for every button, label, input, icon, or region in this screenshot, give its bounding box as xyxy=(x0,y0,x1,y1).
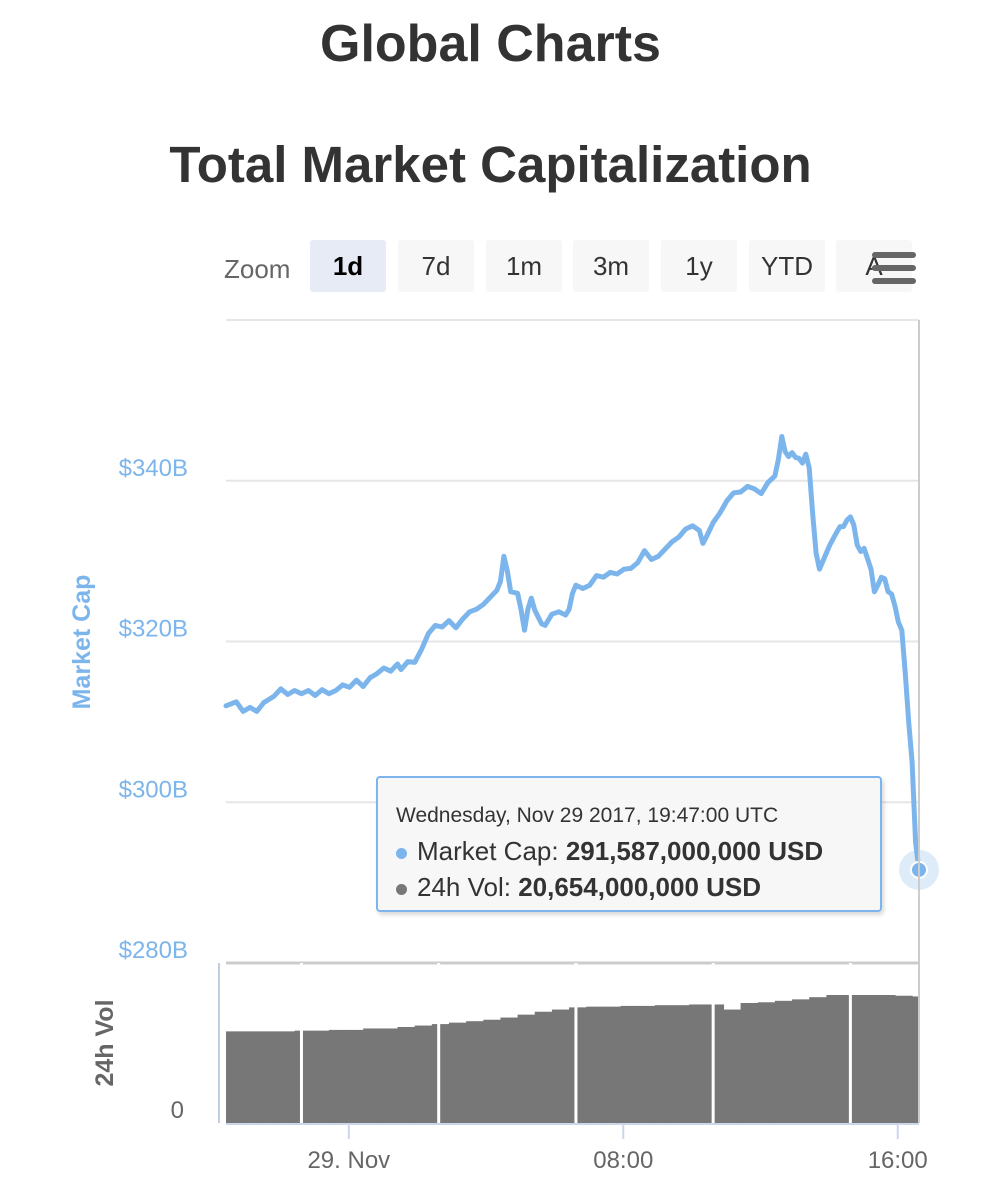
market-cap-tick-label: $300B xyxy=(119,776,188,803)
volume-tick-label: 0 xyxy=(171,1097,184,1124)
volume-bar xyxy=(706,1004,725,1123)
volume-bar xyxy=(260,1031,279,1123)
volume-bar xyxy=(534,1011,553,1123)
volume-bar xyxy=(826,995,845,1123)
volume-dot-icon xyxy=(396,883,407,895)
x-tick-label: 08:00 xyxy=(593,1147,653,1174)
volume-bar xyxy=(294,1030,313,1123)
volume-bar xyxy=(586,1006,604,1123)
tooltip-volume-value: 20,654,000,000 USD xyxy=(518,872,762,902)
market-cap-axis-title: Market Cap xyxy=(68,575,96,710)
volume-bar xyxy=(757,1002,776,1123)
volume-bar xyxy=(671,1005,690,1123)
volume-bar xyxy=(792,999,810,1123)
volume-bar xyxy=(843,995,862,1123)
tooltip-market-cap-value: 291,587,000,000 USD xyxy=(565,836,824,866)
chart-tooltip: Wednesday, Nov 29 2017, 19:47:00 UTC Mar… xyxy=(376,776,882,912)
zoom-1y-button[interactable]: 1y xyxy=(661,240,737,292)
volume-bar xyxy=(431,1024,450,1123)
volume-bar xyxy=(243,1031,261,1123)
volume-bar xyxy=(740,1003,759,1123)
volume-bar xyxy=(483,1019,502,1123)
axes: $280B $300B $320B $340B 0 29. Nov 08:00 16:00 xyxy=(119,320,928,1174)
tooltip-market-cap-row: Market Cap: 291,587,000,000 USD xyxy=(396,836,823,867)
volume-bar xyxy=(654,1005,673,1123)
market-cap-line xyxy=(223,434,922,873)
zoom-1m-button[interactable]: 1m xyxy=(486,240,562,292)
volume-bar xyxy=(551,1009,570,1123)
zoom-7d-button[interactable]: 7d xyxy=(398,240,474,292)
market-cap-tick-label: $280B xyxy=(119,937,188,964)
volume-axis-title: 24h Vol xyxy=(91,999,119,1086)
zoom-label: Zoom xyxy=(224,254,291,284)
volume-bar xyxy=(809,997,827,1123)
volume-bar xyxy=(448,1022,467,1123)
volume-bar xyxy=(689,1004,707,1123)
tooltip-volume-label: 24h Vol: xyxy=(417,872,519,902)
volume-bar xyxy=(328,1029,347,1123)
market-cap-dot-icon xyxy=(396,847,407,859)
volume-bar xyxy=(311,1030,330,1123)
volume-bar xyxy=(466,1021,484,1123)
chart-title: Total Market Capitalization xyxy=(169,136,812,193)
volume-bar xyxy=(894,995,913,1123)
tooltip-date: Wednesday, Nov 29 2017, 19:47:00 UTC xyxy=(396,804,779,827)
volume-bar xyxy=(226,1031,244,1123)
volume-bar xyxy=(774,1000,793,1123)
tooltip-volume-row: 24h Vol: 20,654,000,000 USD xyxy=(396,872,761,903)
zoom-3m-button[interactable]: 3m xyxy=(573,240,649,292)
hamburger-menu-icon[interactable] xyxy=(872,252,916,284)
volume-bar xyxy=(414,1025,433,1123)
volume-bar xyxy=(860,995,879,1123)
volume-bar xyxy=(397,1027,416,1123)
volume-bar xyxy=(723,1009,742,1123)
volume-bar xyxy=(912,996,920,1123)
zoom-1d-button[interactable]: 1d xyxy=(310,240,386,292)
volume-bar xyxy=(346,1029,364,1123)
volume-bar xyxy=(277,1031,296,1123)
volume-bar xyxy=(517,1014,536,1123)
x-tick-label: 16:00 xyxy=(868,1147,928,1174)
volume-series xyxy=(226,963,920,1123)
volume-bar xyxy=(380,1028,399,1123)
market-cap-tick-label: $320B xyxy=(119,616,188,643)
volume-bar xyxy=(877,995,896,1123)
volume-bar xyxy=(500,1017,519,1123)
volume-bar xyxy=(569,1007,587,1123)
x-tick-label: 29. Nov xyxy=(307,1147,390,1174)
volume-bar xyxy=(637,1005,656,1123)
page-title: Global Charts xyxy=(320,15,661,73)
zoom-ytd-button[interactable]: YTD xyxy=(749,240,825,292)
tooltip-market-cap-label: Market Cap: xyxy=(417,836,566,866)
volume-bar xyxy=(603,1006,622,1123)
market-cap-tick-label: $340B xyxy=(119,455,188,482)
volume-bar xyxy=(363,1028,381,1123)
volume-bar xyxy=(620,1005,639,1123)
